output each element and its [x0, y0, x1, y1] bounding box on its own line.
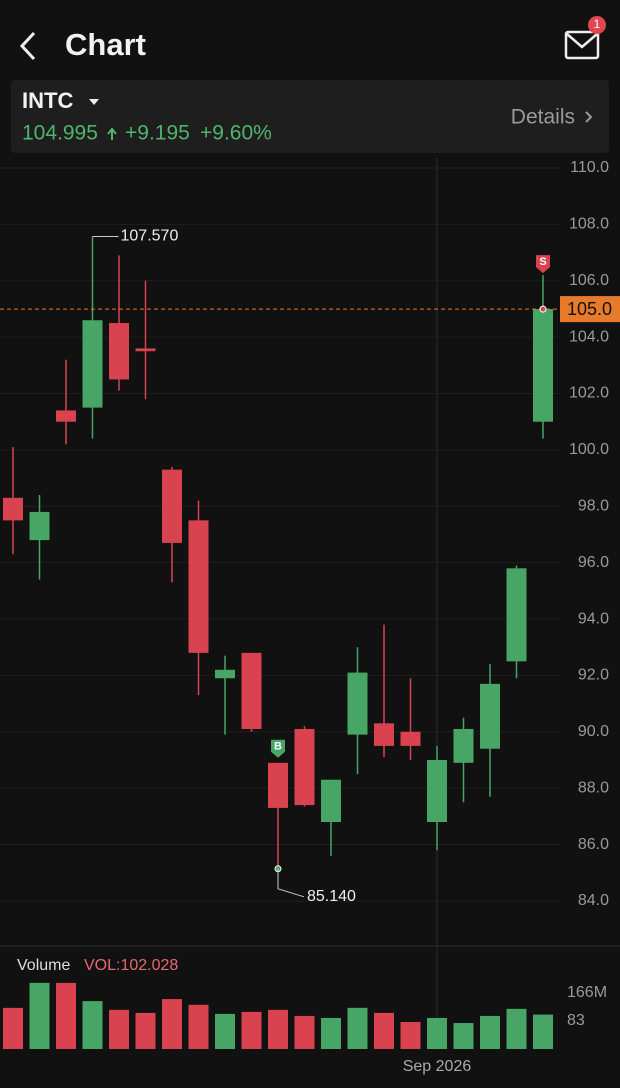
last-price: 104.995 — [22, 122, 98, 145]
mail-button[interactable]: 1 — [564, 16, 606, 60]
candle-body — [3, 497, 23, 521]
symbol[interactable]: INTC — [22, 88, 73, 113]
back-button[interactable] — [19, 31, 36, 61]
price-tag — [560, 296, 620, 323]
y-tick-label: 108.0 — [569, 216, 609, 233]
volume-bar — [453, 1023, 474, 1049]
badge — [588, 16, 606, 34]
candle-body — [215, 669, 235, 679]
price-dot — [539, 305, 547, 313]
annotation: 85.140 — [307, 888, 356, 905]
y-tick-label: 94.0 — [578, 610, 609, 627]
y-tick-label: 86.0 — [578, 836, 609, 853]
y-tick-label: 100.0 — [569, 441, 609, 458]
y-tick-label: 88.0 — [578, 779, 609, 796]
x-tick-label: Sep 2026 — [403, 1058, 472, 1075]
page-title: Chart — [65, 27, 146, 62]
candle-body — [453, 728, 474, 763]
volume-bar — [109, 1009, 129, 1049]
dropdown-icon — [89, 99, 99, 105]
badge-count: 1 — [594, 17, 601, 31]
volume-bar — [56, 982, 76, 1049]
volume-bar — [533, 1014, 553, 1049]
y-tick-label: 84.0 — [578, 892, 609, 909]
candle-body — [56, 410, 76, 422]
volume-bar — [374, 1012, 394, 1049]
details-link[interactable]: Details — [511, 106, 575, 129]
candle-body — [162, 469, 182, 543]
volume-value: VOL:102.028 — [84, 957, 178, 974]
candle-body — [109, 323, 129, 380]
volume-bar — [3, 1007, 23, 1049]
y-tick-label: 106.0 — [569, 272, 609, 289]
signal-label: S — [539, 256, 546, 268]
candle-body — [241, 652, 262, 729]
volume-bar — [162, 999, 182, 1049]
candle-body — [347, 672, 368, 735]
candle-body — [480, 683, 500, 749]
volume-bar — [29, 982, 50, 1049]
plot: 84.0 86.0 88.0 90.0 92.0 94.0 96.0 98.0 100.0 102… — [0, 158, 620, 1075]
volume-bar — [135, 1012, 156, 1049]
percent-change: +9.60% — [200, 122, 272, 145]
candle-body — [188, 520, 209, 653]
price-change: +9.195 — [125, 122, 190, 145]
y-tick-label: 90.0 — [578, 723, 609, 740]
volume-bar — [188, 1004, 209, 1049]
candle-body — [533, 309, 553, 422]
candle-body — [268, 762, 288, 808]
candle-body — [400, 731, 421, 746]
up-arrow — [107, 127, 117, 140]
candle-body — [29, 511, 50, 541]
volume-bar — [321, 1017, 341, 1049]
y-tick-label: 110.0 — [570, 159, 609, 176]
signal-marker — [271, 739, 285, 758]
signal-marker — [536, 255, 550, 274]
volume-bar — [241, 1011, 262, 1049]
signal-label: B — [274, 741, 282, 753]
candle-body — [374, 723, 394, 746]
volume-bar — [268, 1009, 288, 1049]
y-tick-label: 96.0 — [578, 554, 609, 571]
volume-bar — [480, 1015, 500, 1049]
y-tick-label: 102.0 — [569, 385, 609, 402]
y-tick-label: 98.0 — [578, 497, 609, 514]
mail-icon — [566, 33, 598, 49]
volume-bar — [506, 1008, 527, 1049]
candle-body — [321, 779, 341, 823]
candle-body — [82, 320, 103, 408]
candle-body — [135, 348, 156, 352]
volume-bar — [400, 1022, 421, 1049]
volume-bar — [82, 1001, 103, 1049]
candle-body — [506, 568, 527, 662]
volume-tick-label: 166M — [567, 984, 607, 1001]
price-tag-label: 105.0 — [567, 299, 612, 319]
volume-bar — [215, 1013, 235, 1049]
annotation-leader — [277, 868, 305, 898]
details-chevron — [585, 111, 593, 123]
volume-bar — [347, 1007, 368, 1049]
annotation: 107.570 — [121, 228, 179, 245]
y-tick-label: 92.0 — [578, 667, 609, 684]
y-tick-label: 104.0 — [569, 328, 609, 345]
candle-body — [294, 728, 315, 806]
volume-bar — [427, 1017, 447, 1049]
candle-body — [427, 759, 447, 823]
volume-bar — [294, 1015, 315, 1049]
mail-icon — [564, 30, 600, 60]
volume-tick-label: 83 — [567, 1012, 585, 1029]
quote-bar[interactable] — [11, 80, 609, 153]
volume-title: Volume — [17, 957, 70, 974]
